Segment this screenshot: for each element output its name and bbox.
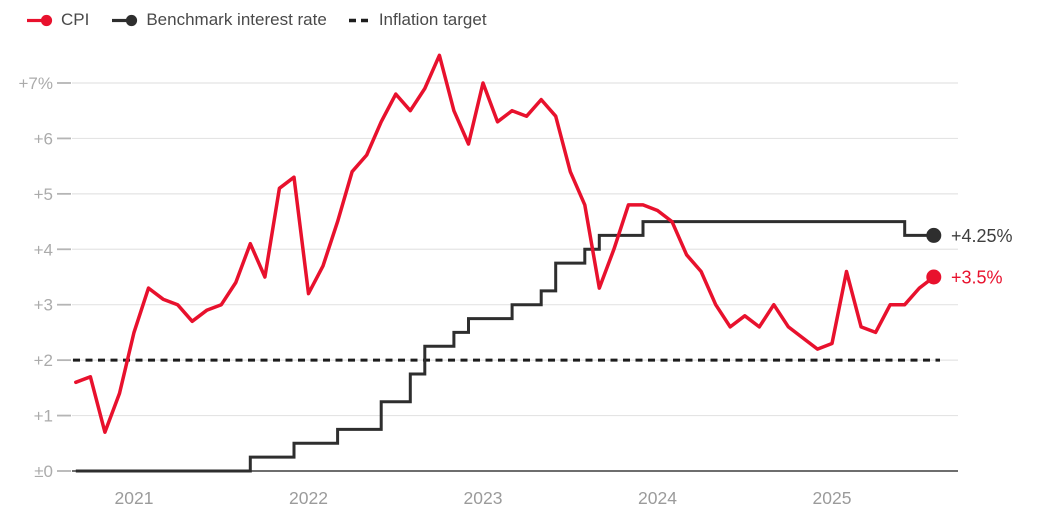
- benchmark-end-label: +4.25%: [951, 226, 1013, 246]
- y-tick-label: +1: [34, 407, 53, 426]
- x-tick-label: 2021: [115, 488, 154, 508]
- y-tick-label: +7%: [19, 74, 54, 93]
- legend-item-cpi: CPI: [26, 8, 89, 32]
- legend-label-target: Inflation target: [378, 10, 487, 29]
- cpi-line: [74, 53, 936, 434]
- legend-label-benchmark: Benchmark interest rate: [146, 10, 327, 29]
- inflation-target-dash-icon: [348, 18, 371, 22]
- benchmark-end-dot: [926, 227, 942, 243]
- y-tick-label: +6: [34, 129, 53, 148]
- legend-item-target: Inflation target: [348, 8, 487, 32]
- y-tick-label: +3: [34, 296, 53, 315]
- y-tick-label: +5: [34, 185, 53, 204]
- y-tick-label: +2: [34, 351, 53, 370]
- x-tick-label: 2023: [464, 488, 503, 508]
- legend-item-benchmark: Benchmark interest rate: [111, 8, 327, 32]
- chart-legend: CPI Benchmark interest rate Inflation ta…: [26, 8, 487, 32]
- cpi-line-dot-icon: [27, 14, 53, 26]
- cpi-end-dot: [926, 269, 942, 285]
- benchmark-rate-line: [75, 220, 934, 473]
- benchmark-line-dot-icon: [112, 14, 138, 26]
- y-tick-label: ±0: [34, 462, 53, 481]
- cpi-end-label: +3.5%: [951, 267, 1003, 287]
- x-tick-label: 2024: [638, 488, 677, 508]
- x-tick-label: 2025: [813, 488, 852, 508]
- legend-label-cpi: CPI: [61, 10, 90, 29]
- x-tick-label: 2022: [289, 488, 328, 508]
- y-tick-label: +4: [34, 240, 53, 259]
